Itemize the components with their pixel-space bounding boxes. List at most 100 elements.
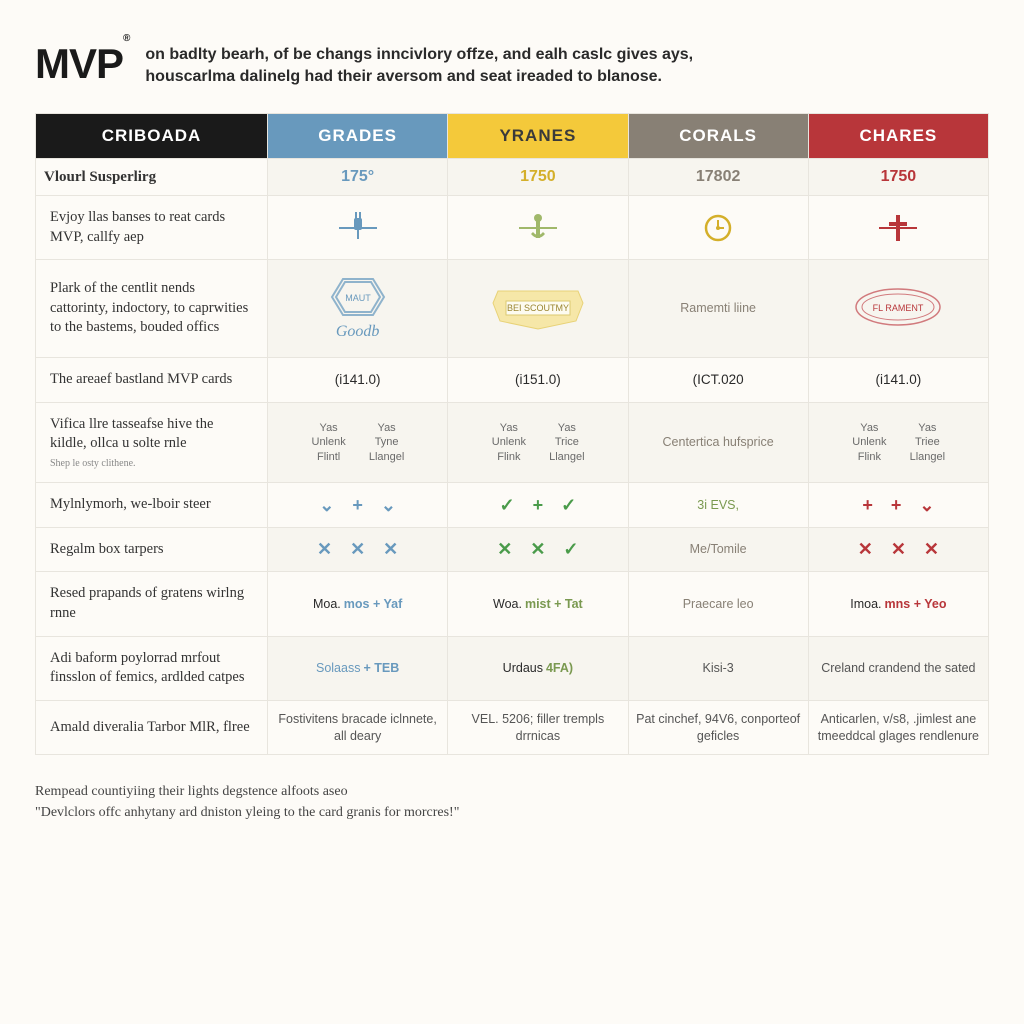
cell: + + ⌄ [808, 483, 988, 528]
col-header-yranes: YRANES [448, 113, 628, 158]
logo: MVP® [35, 40, 129, 88]
table-row: The areaef bastland MVP cards (i141.0) (… [36, 358, 989, 403]
col-header-label: CRIBOADA [36, 113, 268, 158]
footer-line2: "Devlclors offc anhytany ard dniston yle… [35, 802, 989, 823]
chevron-down-icon: ⌄ [381, 495, 396, 516]
anchor-icon [519, 212, 557, 244]
subheader-row: Vlourl Susperlirg 175° 1750 17802 1750 [36, 158, 989, 195]
footer-line1: Rempead countiyiing their lights degsten… [35, 784, 348, 799]
cell: YasUnlenkFlintl YasTyneLlangel [268, 402, 448, 483]
cell: ✕ ✕ ✕ [808, 527, 988, 572]
x-icon: ✕ [891, 539, 906, 560]
plus-icon: + [862, 495, 873, 516]
x-icon: ✕ [317, 539, 332, 560]
row-label: Plark of the centlit nends cattorinty, i… [36, 260, 268, 358]
clock-icon [703, 213, 733, 243]
table-row: Resed prapands of gratens wirlng rnne Mo… [36, 572, 989, 636]
cell [808, 196, 988, 260]
cell: (i141.0) [268, 358, 448, 403]
cell: ⌄+⌄ [268, 483, 448, 528]
page-header: MVP® on badlty bearh, of be changs innci… [35, 40, 989, 89]
x-icon: ✕ [497, 539, 512, 560]
row-label: Amald diveralia Tarbor MlR, flree [36, 700, 268, 755]
badge-label: Goodb [274, 323, 441, 341]
col-header-chares: CHARES [808, 113, 988, 158]
x-icon: ✕ [530, 539, 545, 560]
cell: Me/Tomile [628, 527, 808, 572]
cell: 175° [268, 158, 448, 195]
cell: (i151.0) [448, 358, 628, 403]
chevron-down-icon: ⌄ [319, 495, 334, 516]
cell: 1750 [448, 158, 628, 195]
cell: Creland crandend the sated [808, 636, 988, 700]
table-row: Vifica llre tasseafse hive the kildle, o… [36, 402, 989, 483]
cell: Woa.mist + Tat [448, 572, 628, 636]
chevron-down-icon: ⌄ [919, 495, 934, 516]
header-subtitle: on badlty bearh, of be changs inncivlory… [145, 40, 989, 89]
subtitle-line1: on badlty bearh, of be changs inncivlory… [145, 46, 693, 63]
cell [628, 196, 808, 260]
cell [448, 196, 628, 260]
logo-registered: ® [123, 33, 129, 44]
row-label: The areaef bastland MVP cards [36, 358, 268, 403]
check-icon: ✓ [561, 495, 576, 516]
cell: (i141.0) [808, 358, 988, 403]
subtitle-line2: houscarlma dalinelg had their aversom an… [145, 68, 662, 85]
check-icon: ✓ [563, 539, 578, 560]
cell: (ICT.020 [628, 358, 808, 403]
row-label: Evjoy llas banses to reat cards MVP, cal… [36, 196, 268, 260]
cell: Urdaus4FA) [448, 636, 628, 700]
table-row: Evjoy llas banses to reat cards MVP, cal… [36, 196, 989, 260]
cell: YasUnlenkFlink YasTrieeLlangel [808, 402, 988, 483]
hexagon-badge-icon: MAUT [328, 276, 388, 318]
x-icon: ✕ [924, 539, 939, 560]
x-icon: ✕ [858, 539, 873, 560]
cell: Centertica hufsprice [628, 402, 808, 483]
cell: VEL. 5206; filler trempls drrnicas [448, 700, 628, 755]
cell: Kisi-3 [628, 636, 808, 700]
plus-icon: + [891, 495, 902, 516]
table-row: Mylnlymorh, we-lboir steer ⌄+⌄ ✓+✓ 3i EV… [36, 483, 989, 528]
cell: Praecare leo [628, 572, 808, 636]
cell: Anticarlen, v/s8, .jimlest ane tmeeddcal… [808, 700, 988, 755]
cell: FL RAMENT [808, 260, 988, 358]
cell: BEI SCOUTMY [448, 260, 628, 358]
cell: ✓ + ✓ [448, 483, 628, 528]
cell: Solaass+ TEB [268, 636, 448, 700]
table-row: Regalm box tarpers ✕ ✕ ✕ ✕ ✕ ✓ Me/Tomile ✕ ✕ ✕ [36, 527, 989, 572]
cell: ✕ ✕ ✓ [448, 527, 628, 572]
cell: Moa.mos + Yaf [268, 572, 448, 636]
col-header-grades: GRADES [268, 113, 448, 158]
plus-icon: + [533, 495, 544, 516]
cell: Ramemti liine [628, 260, 808, 358]
row-label: Regalm box tarpers [36, 527, 268, 572]
comparison-table: CRIBOADA GRADES YRANES CORALS CHARES Vlo… [35, 113, 989, 756]
cross-icon [879, 212, 917, 244]
cell: 17802 [628, 158, 808, 195]
svg-text:BEI SCOUTMY: BEI SCOUTMY [507, 303, 569, 313]
cell: YasUnlenkFlink YasTriceLlangel [448, 402, 628, 483]
table-row: Plark of the centlit nends cattorinty, i… [36, 260, 989, 358]
header-row: CRIBOADA GRADES YRANES CORALS CHARES [36, 113, 989, 158]
plug-icon [339, 212, 377, 244]
row-label: Resed prapands of gratens wirlng rnne [36, 572, 268, 636]
cell: Fostivitens bracade iclnnete, all deary [268, 700, 448, 755]
cell [268, 196, 448, 260]
cell: MAUT Goodb [268, 260, 448, 358]
svg-text:FL RAMENT: FL RAMENT [873, 303, 924, 313]
cell: Pat cinchef, 94V6, conporteof geficles [628, 700, 808, 755]
row-label: Adi baform poylorrad mrfout finsslon of … [36, 636, 268, 700]
cell: 3i EVS, [628, 483, 808, 528]
x-icon: ✕ [383, 539, 398, 560]
row-label-sub: Shep le osty clithene. [50, 457, 253, 471]
row-label: Mylnlymorh, we-lboir steer [36, 483, 268, 528]
logo-text: MVP [35, 40, 123, 87]
cell: Imoa.mns + Yeo [808, 572, 988, 636]
check-icon: ✓ [500, 495, 515, 516]
shield-badge-icon: BEI SCOUTMY [488, 283, 588, 331]
col-header-corals: CORALS [628, 113, 808, 158]
row-label: Vlourl Susperlirg [36, 158, 268, 195]
oval-badge-icon: FL RAMENT [852, 285, 944, 329]
table-row: Amald diveralia Tarbor MlR, flree Fostiv… [36, 700, 989, 755]
footer: Rempead countiyiing their lights degsten… [35, 781, 989, 823]
